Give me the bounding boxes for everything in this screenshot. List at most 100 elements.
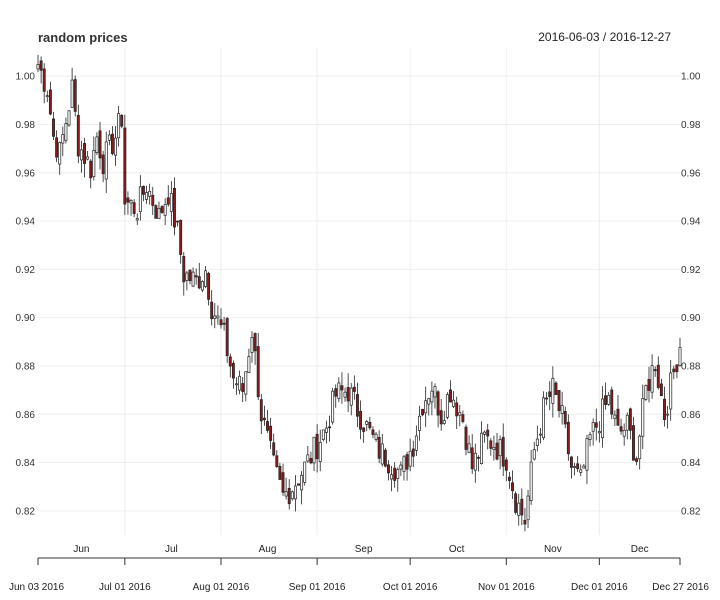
candle-up bbox=[641, 398, 645, 437]
y-tick-label-left: 0.92 bbox=[16, 265, 36, 276]
candle-up bbox=[86, 156, 90, 160]
y-tick-label-right: 0.86 bbox=[681, 410, 701, 421]
candle-down bbox=[383, 449, 387, 467]
candle-up bbox=[331, 390, 335, 423]
y-tick-label-right: 0.94 bbox=[681, 217, 701, 228]
candle-up bbox=[284, 491, 288, 497]
candle-down bbox=[141, 185, 145, 195]
candle-up bbox=[390, 474, 394, 480]
candle-down bbox=[504, 459, 508, 471]
candle-down bbox=[231, 362, 235, 379]
candle-down bbox=[476, 456, 480, 459]
candle-down bbox=[507, 476, 511, 481]
candle-down bbox=[619, 426, 623, 432]
candle-up bbox=[204, 270, 207, 287]
candle-up bbox=[622, 430, 626, 437]
candle-down bbox=[576, 463, 580, 470]
candle-up bbox=[414, 435, 418, 451]
candle-down bbox=[411, 448, 415, 457]
x-axis: Jun 03 2016 Jul 01 2016 Aug 01 2016 Sep 01 … bbox=[9, 544, 709, 593]
candle-down bbox=[387, 464, 390, 474]
candle-up bbox=[61, 134, 65, 144]
y-tick-label-left: 0.94 bbox=[16, 217, 36, 228]
candle-up bbox=[492, 446, 496, 450]
candle-down bbox=[393, 467, 397, 481]
candle-down bbox=[126, 197, 130, 203]
candle-up bbox=[67, 110, 71, 126]
y-tick-label-left: 1.00 bbox=[16, 72, 36, 83]
candle-down bbox=[563, 411, 567, 425]
candle-up bbox=[669, 372, 673, 410]
candle-up bbox=[427, 398, 431, 405]
candle-up bbox=[380, 443, 384, 465]
candle-down bbox=[160, 206, 164, 213]
candle-down bbox=[359, 411, 363, 430]
candle-down bbox=[436, 391, 440, 416]
candle-down bbox=[73, 79, 77, 112]
candle-down bbox=[151, 195, 155, 206]
candle-down bbox=[42, 68, 46, 92]
candle-up bbox=[216, 315, 220, 319]
candle-up bbox=[579, 469, 583, 473]
candle-up bbox=[573, 465, 577, 468]
candle-down bbox=[659, 383, 663, 397]
candle-up bbox=[169, 193, 173, 212]
candle-up bbox=[650, 365, 654, 393]
candle-up bbox=[200, 281, 204, 291]
candle-down bbox=[228, 356, 232, 367]
candle-up bbox=[480, 432, 483, 464]
candle-up bbox=[290, 491, 294, 500]
x-major-label: Dec 01 2016 bbox=[571, 582, 628, 593]
candle-up bbox=[585, 438, 589, 471]
candle-up bbox=[542, 397, 545, 439]
candle-up bbox=[597, 431, 601, 434]
y-tick-label-right: 0.90 bbox=[681, 313, 701, 324]
x-major-label: Jul 01 2016 bbox=[99, 582, 151, 593]
x-month-label: Jul bbox=[165, 544, 178, 555]
candle-up bbox=[104, 141, 108, 180]
candle-down bbox=[275, 455, 279, 467]
candle-up bbox=[213, 315, 217, 319]
candle-up bbox=[238, 375, 242, 391]
candle-down bbox=[225, 318, 229, 357]
candle-down bbox=[566, 421, 570, 455]
x-major-label: Nov 01 2016 bbox=[478, 582, 535, 593]
candle-up bbox=[145, 192, 149, 200]
y-tick-label-left: 0.90 bbox=[16, 313, 36, 324]
x-month-label: Dec bbox=[631, 544, 649, 555]
candle-down bbox=[241, 383, 245, 392]
candle-up bbox=[625, 414, 629, 431]
candle-up bbox=[424, 400, 428, 414]
candle-up bbox=[163, 204, 167, 216]
candle-up bbox=[560, 405, 564, 414]
candle-down bbox=[523, 519, 527, 525]
candle-down bbox=[511, 482, 514, 492]
candle-down bbox=[287, 487, 291, 505]
candle-up bbox=[666, 413, 670, 416]
grid-layer bbox=[38, 48, 680, 535]
candle-up bbox=[247, 356, 251, 373]
candle-down bbox=[173, 188, 176, 228]
candle-up bbox=[591, 422, 595, 432]
candle-down bbox=[486, 429, 490, 437]
candle-down bbox=[594, 422, 598, 428]
candle-down bbox=[98, 130, 102, 159]
candle-up bbox=[244, 371, 248, 395]
candle-down bbox=[262, 417, 266, 421]
candle-down bbox=[495, 442, 499, 460]
candle-up bbox=[538, 433, 542, 436]
candle-down bbox=[253, 333, 257, 352]
candle-down bbox=[210, 301, 214, 320]
candle-up bbox=[374, 433, 378, 440]
candle-down bbox=[188, 269, 192, 282]
candle-down bbox=[355, 394, 359, 417]
y-tick-label-left: 0.96 bbox=[16, 168, 36, 179]
candle-up bbox=[396, 469, 400, 479]
x-month-label: Nov bbox=[544, 544, 562, 555]
candle-down bbox=[76, 114, 80, 157]
y-axis-right: 0.82 0.84 0.86 0.88 0.90 0.92 0.94 0.96 0.98 1.00 bbox=[681, 72, 701, 518]
candle-down bbox=[368, 422, 372, 429]
candle-down bbox=[470, 447, 474, 470]
candle-down bbox=[610, 389, 614, 415]
x-major-label: Oct 01 2016 bbox=[383, 582, 438, 593]
